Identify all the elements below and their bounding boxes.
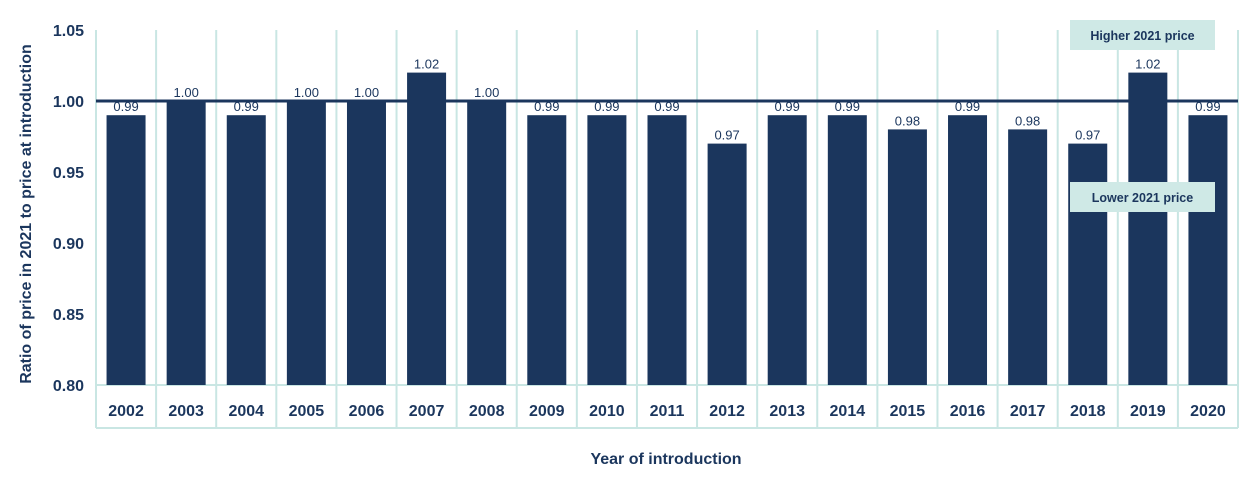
data-label-2004: 0.99 xyxy=(234,99,259,114)
data-label-2013: 0.99 xyxy=(775,99,800,114)
x-tick-label-2016: 2016 xyxy=(950,403,986,420)
bar-2017 xyxy=(1008,129,1048,385)
bar-2016 xyxy=(948,115,988,385)
data-label-2009: 0.99 xyxy=(534,99,559,114)
x-tick-label-2019: 2019 xyxy=(1130,403,1166,420)
data-label-2020: 0.99 xyxy=(1195,99,1220,114)
y-tick-label: 0.95 xyxy=(53,165,84,182)
bar-2014 xyxy=(827,115,867,385)
x-tick-label-2010: 2010 xyxy=(589,403,625,420)
x-tick-label-2014: 2014 xyxy=(830,403,866,420)
bar-2018 xyxy=(1068,143,1108,385)
x-tick-label-2009: 2009 xyxy=(529,403,565,420)
x-tick-label-2007: 2007 xyxy=(409,403,445,420)
bar-2019 xyxy=(1128,72,1168,385)
y-tick-label: 0.80 xyxy=(53,378,84,395)
grid-lines xyxy=(95,30,1239,429)
bar-2002 xyxy=(106,115,146,385)
y-axis-ticks: 0.80 0.85 0.90 0.95 1.00 1.05 xyxy=(53,23,84,395)
data-label-2018: 0.97 xyxy=(1075,128,1100,143)
x-tick-label-2005: 2005 xyxy=(289,403,325,420)
x-axis-ticks: 2002 2003 2004 2005 2006 2007 2008 2009 2010 2011… xyxy=(108,403,1226,420)
y-tick-label: 0.90 xyxy=(53,236,84,253)
x-tick-label-2012: 2012 xyxy=(709,403,745,420)
x-tick-label-2020: 2020 xyxy=(1190,403,1226,420)
x-tick-label-2015: 2015 xyxy=(890,403,926,420)
data-label-2011: 0.99 xyxy=(654,99,679,114)
bar-2005 xyxy=(286,101,326,385)
data-label-2019: 1.02 xyxy=(1135,57,1160,72)
data-label-2010: 0.99 xyxy=(594,99,619,114)
x-tick-label-2003: 2003 xyxy=(168,403,204,420)
x-tick-label-2018: 2018 xyxy=(1070,403,1106,420)
bar-2003 xyxy=(166,101,206,385)
y-axis-title: Ratio of price in 2021 to price at intro… xyxy=(18,44,35,384)
x-tick-label-2011: 2011 xyxy=(650,403,685,420)
data-label-2006: 1.00 xyxy=(354,85,379,100)
data-label-2008: 1.00 xyxy=(474,85,499,100)
x-tick-label-2002: 2002 xyxy=(108,403,144,420)
x-tick-label-2008: 2008 xyxy=(469,403,505,420)
data-label-2005: 1.00 xyxy=(294,85,319,100)
x-tick-label-2017: 2017 xyxy=(1010,403,1046,420)
x-tick-label-2004: 2004 xyxy=(228,403,264,420)
annotation-higher-price-box xyxy=(1070,20,1215,50)
y-tick-label: 0.85 xyxy=(53,307,84,324)
bar-2007 xyxy=(407,72,447,385)
data-label-2014: 0.99 xyxy=(835,99,860,114)
annotation-lower-price-text: Lower 2021 price xyxy=(1092,191,1193,205)
annotation-higher-price-text: Higher 2021 price xyxy=(1090,29,1194,43)
data-label-2016: 0.99 xyxy=(955,99,980,114)
data-label-2003: 1.00 xyxy=(174,85,199,100)
x-axis-title: Year of introduction xyxy=(590,451,741,468)
bar-2013 xyxy=(767,115,807,385)
bar-2009 xyxy=(527,115,567,385)
bar-2020 xyxy=(1188,115,1228,385)
x-tick-label-2013: 2013 xyxy=(769,403,805,420)
data-label-2015: 0.98 xyxy=(895,113,920,128)
data-labels: 0.99 1.00 0.99 1.00 1.00 1.02 1.00 0.99 0.99 0.99… xyxy=(113,57,1220,143)
annotation-lower-price-box xyxy=(1070,182,1215,212)
data-label-2012: 0.97 xyxy=(714,128,739,143)
data-label-2002: 0.99 xyxy=(113,99,138,114)
bar-2010 xyxy=(587,115,627,385)
bar-2008 xyxy=(467,101,507,385)
bar-2006 xyxy=(346,101,386,385)
bar-2004 xyxy=(226,115,266,385)
y-tick-label: 1.00 xyxy=(53,94,84,111)
x-tick-label-2006: 2006 xyxy=(349,403,385,420)
y-tick-label: 1.05 xyxy=(53,23,84,40)
data-label-2017: 0.98 xyxy=(1015,113,1040,128)
bar-2015 xyxy=(887,129,927,385)
annotations: Higher 2021 price Lower 2021 price xyxy=(1070,20,1215,212)
bar-2012 xyxy=(707,143,747,385)
bar-2011 xyxy=(647,115,687,385)
bars xyxy=(106,72,1228,385)
data-label-2007: 1.02 xyxy=(414,57,439,72)
